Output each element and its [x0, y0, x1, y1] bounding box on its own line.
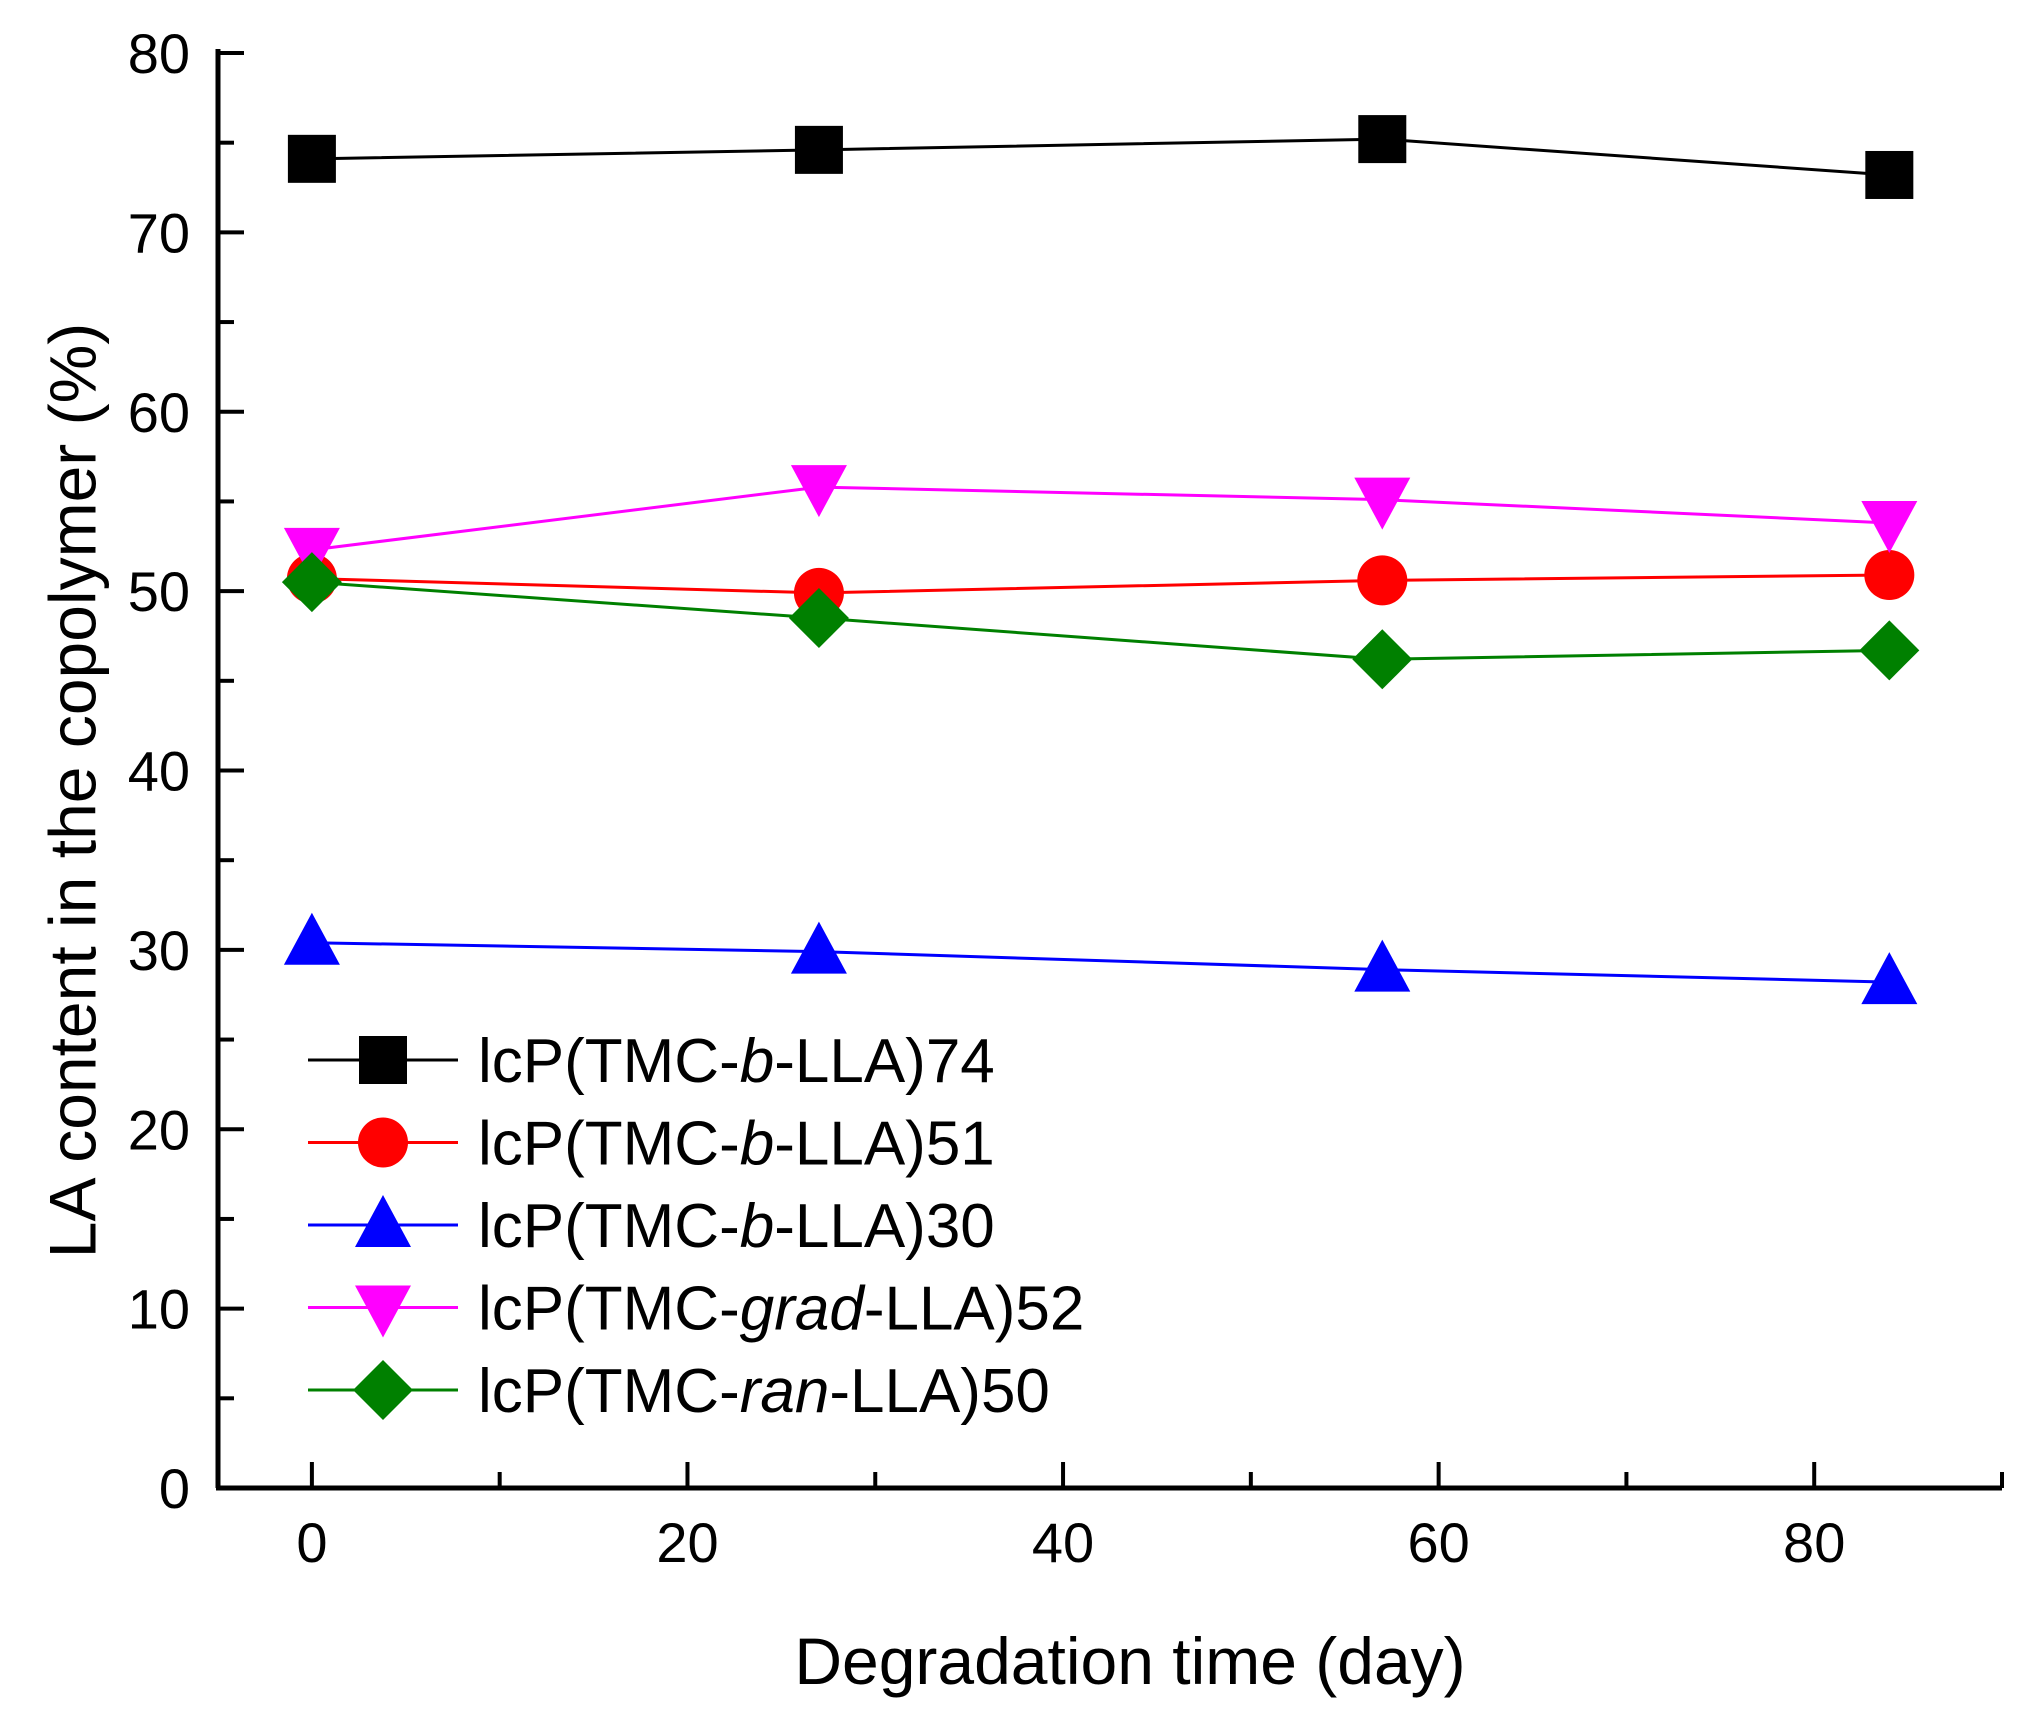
series-1	[287, 115, 1914, 199]
legend-marker	[358, 1117, 408, 1168]
legend-label-suffix: -LLA)74	[774, 1027, 995, 1096]
legend-marker	[353, 1360, 413, 1420]
legend-marker	[355, 1285, 411, 1338]
data-point	[1352, 629, 1413, 690]
x-axis-title: Degradation time (day)	[794, 1624, 1465, 1698]
data-point	[790, 465, 847, 518]
legend-marker	[355, 1195, 411, 1247]
series-line	[311, 580, 1890, 661]
legend-label-prefix: lcP(TMC-	[478, 1275, 740, 1344]
data-point	[790, 921, 847, 974]
data-point	[283, 912, 340, 965]
legend-item: lcP(TMC-grad-LLA)52	[308, 1275, 1084, 1344]
data-point	[1861, 500, 1918, 553]
legend-label-suffix: -LLA)30	[774, 1192, 995, 1261]
legend-label-suffix: -LLA)52	[864, 1275, 1085, 1344]
data-point	[1354, 939, 1411, 992]
axes	[215, 49, 2002, 1491]
y-axis-title: LA content in the copolymer (%)	[35, 323, 109, 1258]
data-point	[1864, 549, 1915, 600]
series-4	[283, 465, 1918, 580]
data-point	[1358, 115, 1407, 164]
series-layer	[281, 115, 1920, 1005]
legend-label-italic: b	[740, 1027, 774, 1096]
legend-label: lcP(TMC-b-LLA)51	[478, 1110, 995, 1179]
legend-label-prefix: lcP(TMC-	[478, 1110, 740, 1179]
legend-label-italic: b	[740, 1110, 774, 1179]
legend-label-suffix: -LLA)50	[829, 1357, 1050, 1426]
series-line	[311, 137, 1890, 177]
series-3	[283, 912, 1918, 1005]
y-tick-label: 80	[128, 22, 190, 85]
legend-item: lcP(TMC-ran-LLA)50	[308, 1357, 1050, 1426]
legend-label-suffix: -LLA)51	[774, 1110, 995, 1179]
x-tick-label: 40	[1032, 1511, 1094, 1574]
legend-label-italic: grad	[740, 1275, 867, 1344]
series-5	[281, 552, 1920, 690]
y-tick-label: 60	[128, 381, 190, 444]
data-point	[1865, 150, 1914, 199]
x-tick-label: 60	[1407, 1511, 1469, 1574]
data-point	[281, 552, 342, 613]
tick-marks: 0 10 20 30 40 50 60 70 80 0 20 40 60 80	[128, 22, 2004, 1574]
legend-label: lcP(TMC-b-LLA)74	[478, 1027, 995, 1096]
y-tick-label: 40	[128, 740, 190, 803]
legend-label-italic: ran	[740, 1357, 830, 1426]
series-2	[286, 549, 1915, 618]
y-tick-label: 0	[159, 1457, 190, 1520]
data-point	[1859, 620, 1920, 681]
legend-label-prefix: lcP(TMC-	[478, 1027, 740, 1096]
data-point	[794, 125, 843, 174]
data-point	[1861, 952, 1918, 1005]
legend-item: lcP(TMC-b-LLA)74	[308, 1027, 995, 1096]
y-tick-label: 20	[128, 1098, 190, 1161]
y-tick-label: 70	[128, 201, 190, 264]
data-point	[287, 134, 336, 183]
x-tick-label: 20	[656, 1511, 718, 1574]
legend: lcP(TMC-b-LLA)74lcP(TMC-b-LLA)51lcP(TMC-…	[308, 1027, 1084, 1426]
legend-label: lcP(TMC-b-LLA)30	[478, 1192, 995, 1261]
legend-label-prefix: lcP(TMC-	[478, 1357, 740, 1426]
legend-label-italic: b	[740, 1192, 774, 1261]
data-point	[1357, 555, 1408, 606]
x-tick-label: 0	[296, 1511, 327, 1574]
axis-labels: Degradation time (day) LA content in the…	[35, 323, 1465, 1698]
y-tick-label: 10	[128, 1278, 190, 1341]
legend-label: lcP(TMC-ran-LLA)50	[478, 1357, 1050, 1426]
legend-label-prefix: lcP(TMC-	[478, 1192, 740, 1261]
x-tick-label: 80	[1783, 1511, 1845, 1574]
y-tick-label: 50	[128, 560, 190, 623]
data-point	[788, 588, 849, 649]
legend-label: lcP(TMC-grad-LLA)52	[478, 1275, 1084, 1344]
series-line	[311, 941, 1890, 984]
legend-marker	[359, 1036, 407, 1084]
series-line	[311, 573, 1890, 595]
data-point	[1354, 477, 1411, 530]
legend-item: lcP(TMC-b-LLA)51	[308, 1110, 995, 1179]
y-tick-label: 30	[128, 919, 190, 982]
series-line	[311, 485, 1890, 552]
legend-item: lcP(TMC-b-LLA)30	[308, 1192, 995, 1261]
